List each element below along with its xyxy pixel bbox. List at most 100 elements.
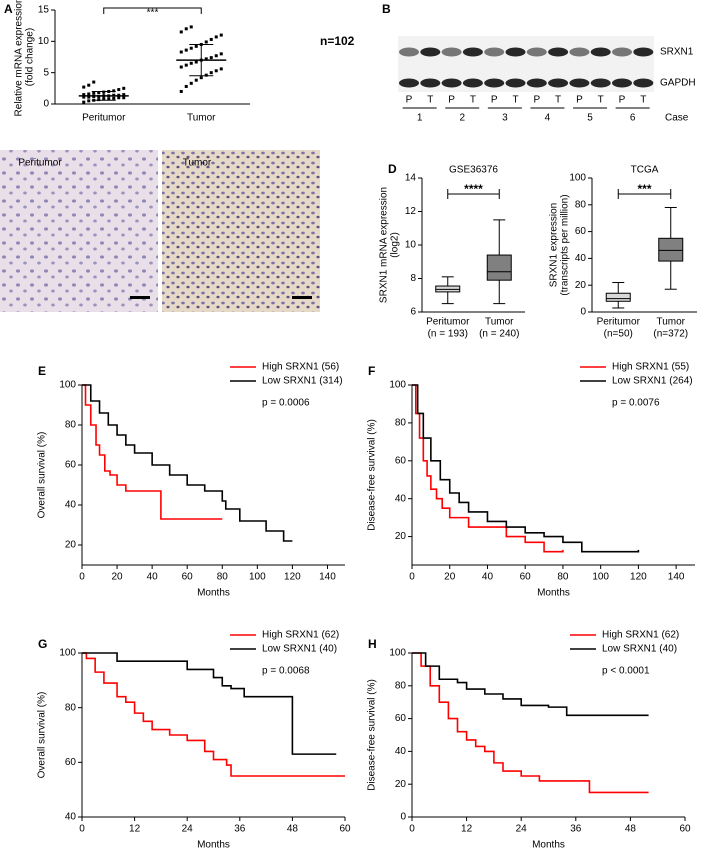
y-tick-label: 60 xyxy=(65,757,77,768)
panel-letter: E xyxy=(38,364,46,378)
case-label: 6 xyxy=(630,113,636,124)
panel-letter: H xyxy=(368,637,377,651)
x-tick-label: 60 xyxy=(339,824,351,835)
legend-label: High SRXN1 (56) xyxy=(262,362,339,373)
x-tick-label: 36 xyxy=(570,824,582,835)
blot-band xyxy=(612,47,632,57)
lane-label: P xyxy=(491,95,498,106)
blot-background xyxy=(398,36,654,92)
dot xyxy=(122,96,126,100)
x-tick-label: 140 xyxy=(668,572,685,583)
dot xyxy=(122,93,126,97)
annotation: n=102 xyxy=(320,34,355,48)
x-tick-label: 12 xyxy=(129,824,141,835)
scale-bar xyxy=(130,296,150,299)
case-label: 4 xyxy=(545,113,551,124)
dot xyxy=(189,61,193,65)
blot-band xyxy=(612,78,632,88)
x-tick-label: Tumor xyxy=(656,317,685,328)
y-axis-label: Overall survival (%) xyxy=(37,432,48,519)
dot xyxy=(92,91,96,95)
legend-label: Low SRXN1 (40) xyxy=(262,644,337,655)
blot-band xyxy=(462,47,483,57)
box xyxy=(658,237,684,262)
dot xyxy=(214,69,218,73)
x-tick-label: 20 xyxy=(444,572,456,583)
dot xyxy=(87,99,91,103)
x-tick-label: 12 xyxy=(461,824,473,835)
x-tick-label: 20 xyxy=(112,572,124,583)
y-tick-label: 100 xyxy=(389,648,406,659)
box xyxy=(605,292,631,302)
dot xyxy=(87,83,91,87)
survival-curve xyxy=(82,384,223,520)
x-tick-label: Tumor xyxy=(187,113,216,124)
annotation: p = 0.0006 xyxy=(262,398,310,409)
legend-label: High SRXN1 (62) xyxy=(262,630,339,641)
significance-bracket xyxy=(617,189,672,199)
x-tick-sublabel: (n=372) xyxy=(653,329,688,340)
y-tick-label: 20 xyxy=(65,540,77,551)
dot xyxy=(219,33,223,37)
image-label: Tumor xyxy=(183,158,212,169)
y-tick-label: 14 xyxy=(405,173,417,184)
y-tick-label: 8 xyxy=(410,273,416,284)
significance-bracket xyxy=(103,7,202,14)
y-tick-label: 0 xyxy=(43,99,49,110)
lane-label: T xyxy=(598,95,604,106)
histology-image xyxy=(0,150,158,312)
band-label: GAPDH xyxy=(660,78,696,89)
survival-curve xyxy=(412,384,564,553)
y-tick-label: 10 xyxy=(38,36,50,47)
dot xyxy=(219,52,223,56)
blot-band xyxy=(462,78,483,88)
x-tick-label: 0 xyxy=(409,824,415,835)
case-title: Case xyxy=(665,113,689,124)
x-tick-label: 40 xyxy=(147,572,159,583)
y-tick-label: 100 xyxy=(59,380,76,391)
dot xyxy=(219,67,223,71)
dot xyxy=(179,30,183,34)
y-axis-label: Overall survival (%) xyxy=(37,692,48,779)
x-tick-label: 100 xyxy=(592,572,609,583)
survival-curve xyxy=(82,652,345,777)
dot xyxy=(214,35,218,39)
blot-band xyxy=(420,47,441,57)
dot xyxy=(112,89,116,93)
blot-band xyxy=(633,78,654,88)
lane-label: T xyxy=(555,95,561,106)
significance: **** xyxy=(464,182,483,196)
image-label: Peritumor xyxy=(18,158,62,169)
significance: *** xyxy=(637,182,651,196)
x-tick-label: 100 xyxy=(249,572,266,583)
dot xyxy=(204,40,208,44)
dot xyxy=(194,78,198,82)
blot-band xyxy=(590,78,611,88)
y-axis-label: (transcripts per million) xyxy=(560,194,571,295)
panel-letter: D xyxy=(388,162,397,176)
x-axis-label: Months xyxy=(197,588,230,599)
blot-band xyxy=(484,78,505,88)
dot xyxy=(209,71,213,75)
dot xyxy=(199,76,203,80)
y-axis-label: Relative mRNA expression xyxy=(14,0,25,116)
dot xyxy=(184,63,188,67)
dot xyxy=(204,57,208,61)
blot-band xyxy=(441,47,462,57)
blot-band xyxy=(526,47,547,57)
y-tick-label: 12 xyxy=(405,206,417,217)
annotation: p = 0.0076 xyxy=(612,398,660,409)
x-tick-label: 60 xyxy=(182,572,194,583)
survival-curve xyxy=(82,652,337,755)
x-axis-label: Months xyxy=(532,840,565,850)
panel-letter: F xyxy=(368,364,375,378)
y-tick-label: 60 xyxy=(575,226,587,237)
lane-label: T xyxy=(512,95,518,106)
y-tick-label: 100 xyxy=(59,648,76,659)
y-tick-label: 80 xyxy=(65,420,77,431)
lane-label: P xyxy=(619,95,626,106)
chart-title: GSE36376 xyxy=(449,165,498,176)
y-axis-label: Disease-free survival (%) xyxy=(367,419,378,531)
blot-band xyxy=(484,47,505,57)
blot-band xyxy=(548,78,569,88)
